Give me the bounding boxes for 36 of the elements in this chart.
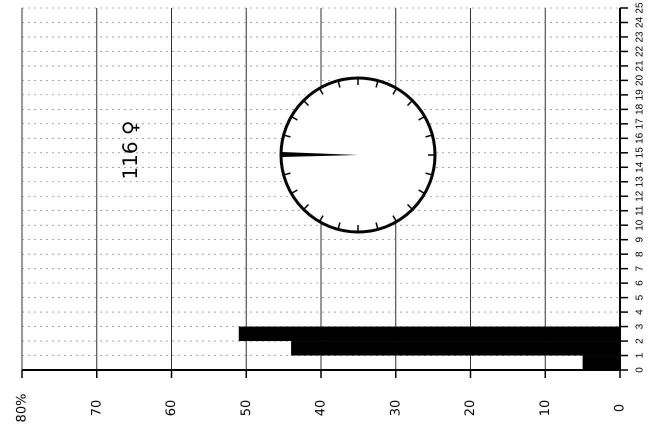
y-tick-label: 10 xyxy=(634,219,646,231)
y-tick-label: 15 xyxy=(634,146,646,158)
y-tick-label: 6 xyxy=(634,280,646,286)
x-tick-label: 30 xyxy=(388,400,404,416)
x-tick-label: 10 xyxy=(538,400,553,416)
y-tick-label: 19 xyxy=(634,88,646,100)
y-tick-label: 11 xyxy=(634,205,646,216)
x-tick-label: 20 xyxy=(463,400,478,416)
y-tick-label: 13 xyxy=(634,176,646,188)
y-tick-label: 20 xyxy=(634,74,646,86)
y-tick-label: 21 xyxy=(634,60,646,72)
y-tick-label: 12 xyxy=(634,190,646,202)
y-tick-label: 22 xyxy=(634,45,646,57)
x-tick-label: 0 xyxy=(612,404,628,412)
x-tick-label: 80% xyxy=(14,394,30,422)
x-tick-label: 50 xyxy=(238,400,254,416)
y-tick-label: 0 xyxy=(634,366,646,373)
y-tick-label: 3 xyxy=(634,323,646,330)
y-tick-label: 9 xyxy=(634,236,646,242)
y-tick-label: 24 xyxy=(634,16,646,28)
y-tick-label: 14 xyxy=(634,161,646,173)
y-tick-label: 25 xyxy=(634,2,646,14)
y-tick-label: 4 xyxy=(634,308,646,315)
annotation: 116 ♀ xyxy=(118,120,142,180)
y-tick-label: 16 xyxy=(634,132,646,144)
y-tick-label: 5 xyxy=(634,294,646,300)
y-tick-label: 8 xyxy=(634,250,646,257)
y-tick-label: 7 xyxy=(634,265,646,272)
x-tick-label: 70 xyxy=(89,400,104,416)
y-tick-label: 17 xyxy=(634,118,646,130)
x-tick-label: 40 xyxy=(314,400,328,416)
y-tick-label: 18 xyxy=(634,103,646,115)
x-tick-label: 60 xyxy=(164,400,179,416)
y-tick-label: 2 xyxy=(634,338,646,344)
y-tick-label: 23 xyxy=(634,30,646,43)
y-tick-label: 1 xyxy=(634,352,646,358)
